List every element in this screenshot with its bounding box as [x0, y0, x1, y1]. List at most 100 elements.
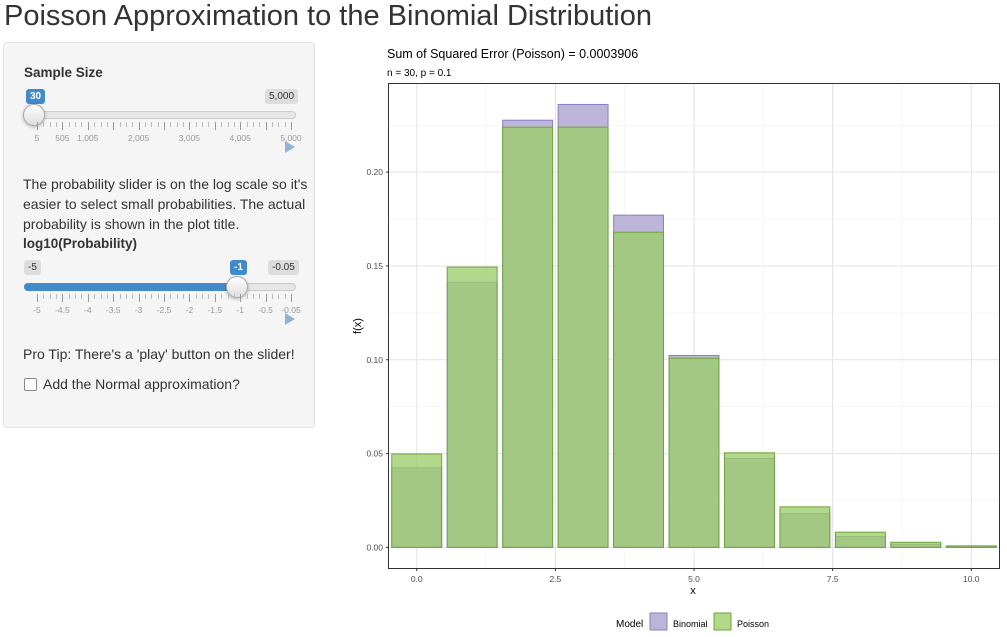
sample-size-tick	[284, 122, 286, 127]
sample-size-tick	[214, 122, 216, 130]
bar-poisson	[502, 126, 554, 548]
probability-tick	[291, 294, 292, 302]
normal-approximation-checkbox[interactable]	[24, 378, 37, 391]
y-axis-label: f(x)	[352, 318, 364, 334]
sample-size-tick	[189, 122, 191, 130]
sample-size-tick	[138, 122, 140, 130]
sample-size-tick	[278, 122, 280, 127]
legend-title: Model	[616, 619, 643, 630]
probability-tick	[208, 294, 210, 299]
probability-tick-label: -0.5	[258, 305, 273, 315]
probability-tick-label: -1.5	[207, 305, 223, 315]
probability-tick	[227, 294, 229, 299]
x-tick-label: 2.5	[549, 574, 561, 584]
probability-tick	[176, 294, 178, 299]
bar-poisson	[779, 506, 831, 548]
normal-approximation-label[interactable]: Add the Normal approximation?	[43, 376, 240, 392]
probability-tick	[157, 294, 159, 299]
sample-size-tick	[164, 122, 165, 130]
sample-size-tick-label: 1,005	[77, 133, 99, 143]
probability-tick	[138, 294, 140, 302]
probability-tick	[62, 294, 64, 302]
sample-size-tick	[227, 122, 229, 127]
probability-tick	[259, 294, 261, 299]
sample-size-tick	[37, 122, 38, 130]
sample-size-max-badge: 5,000	[265, 89, 299, 104]
probability-tick	[113, 294, 115, 302]
sample-size-tick	[49, 122, 51, 127]
sample-size-tick	[157, 122, 159, 127]
sample-size-tick	[62, 122, 64, 130]
legend-poisson-label: Poisson	[737, 619, 769, 629]
sample-size-tick	[170, 122, 172, 127]
bar-poisson	[613, 231, 664, 548]
y-tick-label: 0.00	[366, 542, 383, 552]
sample-size-tick	[94, 122, 96, 127]
x-tick-label: 10.0	[963, 574, 980, 584]
sample-size-tick	[208, 122, 210, 127]
sample-size-tick-label: 4,005	[229, 133, 251, 143]
probability-tick	[119, 294, 121, 299]
x-axis-label: x	[690, 585, 696, 597]
probability-tick-label: -3.5	[105, 305, 121, 315]
sample-size-tick	[151, 122, 153, 127]
bar-poisson	[834, 531, 886, 548]
x-tick-label: 5.0	[688, 574, 700, 584]
sample-size-tick	[106, 122, 108, 127]
legend: Model Binomial Poisson	[616, 612, 769, 631]
probability-tick	[189, 294, 191, 302]
probability-tick	[49, 294, 51, 299]
probability-tick	[43, 294, 45, 299]
legend-binomial-label: Binomial	[673, 619, 708, 629]
sample-size-tick	[43, 122, 45, 127]
probability-tick	[37, 294, 38, 302]
probability-tick	[56, 294, 58, 299]
sample-size-ticks: 5 505 1,005 2,005 3,005 4,005 5,000	[4, 122, 316, 143]
bar-poisson	[668, 357, 720, 548]
y-tick-label: 0.10	[366, 355, 383, 365]
sample-size-play-icon[interactable]	[285, 141, 295, 153]
sample-size-tick-label: 505	[55, 133, 70, 143]
sample-size-tick	[100, 122, 102, 127]
bar-poisson	[557, 126, 609, 548]
sample-size-tick	[125, 122, 127, 127]
probability-tick	[125, 294, 127, 299]
probability-tick	[240, 294, 242, 302]
y-tick-label: 0.20	[366, 167, 383, 177]
sample-size-tick	[68, 122, 70, 127]
probability-tick	[195, 294, 197, 299]
bar-poisson	[391, 453, 443, 548]
probability-max-badge: -0.05	[268, 260, 299, 275]
sample-size-slider-handle[interactable]	[23, 104, 45, 126]
probability-tick-label: -2	[185, 305, 194, 315]
probability-tick	[265, 294, 267, 302]
sample-size-tick-label: 5	[34, 133, 40, 143]
sample-size-tick	[75, 122, 77, 127]
log-scale-description: The probability slider is on the log sca…	[23, 176, 308, 232]
sample-size-tick	[113, 122, 115, 130]
probability-min-badge: -5	[24, 260, 41, 275]
probability-tick-label: -5	[33, 305, 41, 315]
probability-tick	[252, 294, 254, 299]
probability-play-icon[interactable]	[285, 313, 295, 325]
probability-tick-label: -4	[84, 305, 92, 315]
sample-size-tick	[87, 122, 89, 130]
probability-tick	[132, 294, 134, 299]
probability-tick	[94, 294, 96, 299]
probability-tick	[246, 294, 248, 299]
sample-size-tick	[246, 122, 248, 127]
probability-tick	[100, 294, 102, 299]
sidebar-panel: Sample Size 30 5,000 5 505 1,005 2,005 3,005…	[3, 42, 315, 428]
sample-size-tick	[240, 122, 242, 130]
sample-size-tick	[81, 122, 83, 127]
sample-size-tick	[291, 122, 292, 130]
sample-size-tick	[183, 122, 185, 127]
probability-slider-handle[interactable]	[226, 276, 248, 298]
probability-tick-label: -0.05	[281, 305, 301, 315]
probability-tick	[284, 294, 286, 299]
sample-size-tick	[176, 122, 178, 127]
pro-tip-text: Pro Tip: There's a 'play' button on the …	[23, 346, 295, 362]
sample-size-tick	[132, 122, 134, 127]
probability-tick	[144, 294, 146, 299]
